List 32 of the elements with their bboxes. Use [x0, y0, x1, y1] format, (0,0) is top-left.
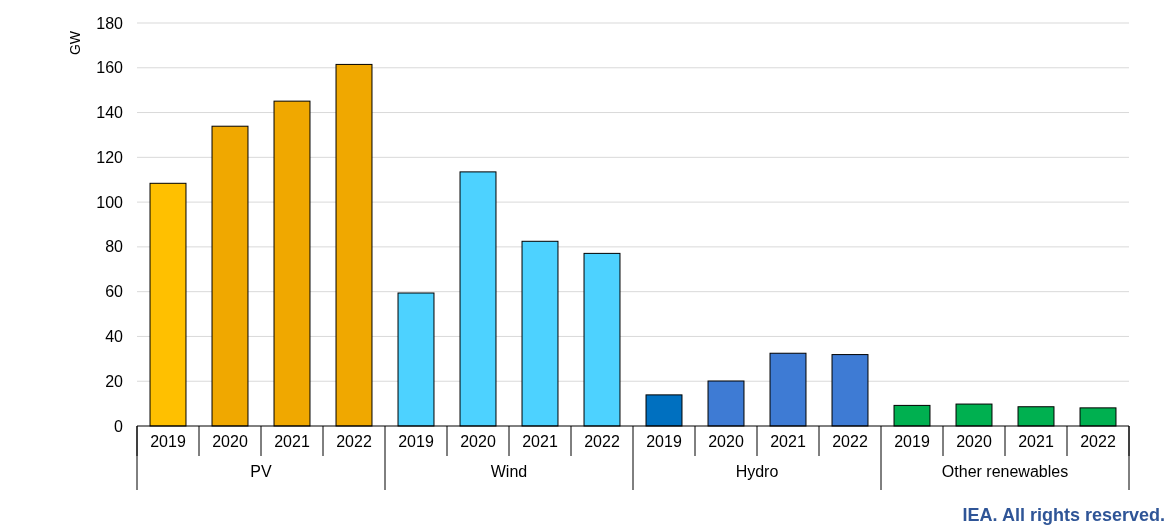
text: Wind [490, 463, 528, 480]
y-tick-label: 100 [96, 193, 124, 211]
x-tick-label: 2021 [770, 433, 806, 450]
x-tick-label: 2020 [956, 433, 992, 450]
y-tick-label: 140 [96, 104, 124, 122]
y-tick-label: 180 [96, 14, 124, 32]
x-tick-label: 2020 [212, 433, 248, 450]
y-tick-label: 20 [105, 372, 124, 390]
x-tick-label: 2022 [336, 433, 372, 450]
x-tick-label: 2020 [460, 433, 496, 450]
text: PV [250, 463, 272, 480]
y-axis-title: GW [67, 30, 83, 56]
y-tick-label: 60 [105, 283, 124, 301]
x-tick-label: 2021 [274, 433, 310, 450]
x-tick-label: 2022 [1080, 433, 1116, 450]
x-tick-label: 2019 [150, 433, 186, 450]
text: Hydro [735, 463, 779, 480]
y-tick-label: 40 [105, 328, 124, 346]
y-tick-label: 160 [96, 59, 124, 77]
x-tick-label: 2022 [584, 433, 620, 450]
text: Other renewables [941, 463, 1069, 480]
y-tick-label: 80 [105, 238, 124, 256]
x-tick-label: 2019 [894, 433, 930, 450]
y-tick-label: 0 [114, 417, 124, 435]
x-tick-label: 2021 [1018, 433, 1054, 450]
text: IEA. All rights reserved. [962, 505, 1165, 525]
x-tick-label: 2020 [708, 433, 744, 450]
x-tick-label: 2019 [398, 433, 434, 450]
x-tick-label: 2022 [832, 433, 868, 450]
x-tick-label: 2021 [522, 433, 558, 450]
x-tick-label: 2019 [646, 433, 682, 450]
y-tick-label: 120 [96, 148, 124, 166]
